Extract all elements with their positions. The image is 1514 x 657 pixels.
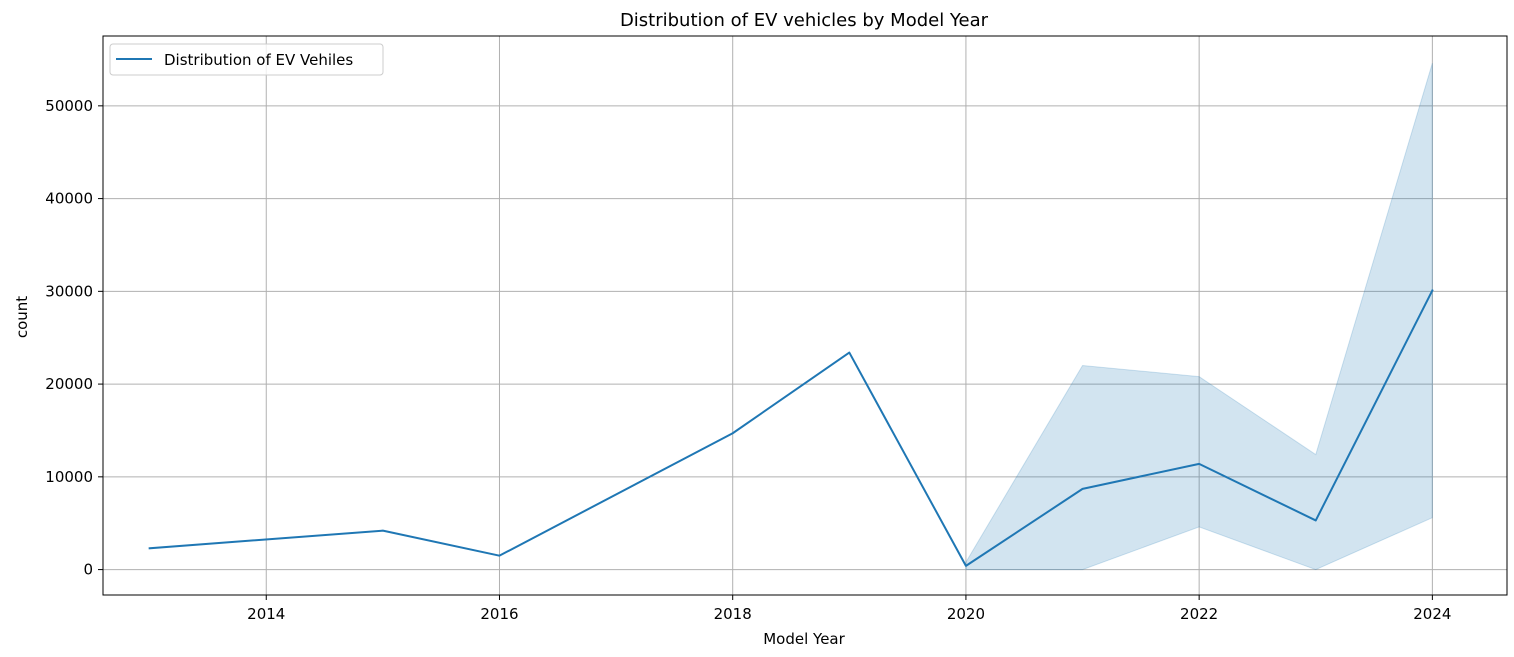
confidence-band (965, 63, 1433, 571)
legend: Distribution of EV Vehiles (109, 43, 384, 76)
tick-layer: 2014 2016 2018 2020 2022 2024 0 10000 20000 30000… (45, 97, 1451, 623)
y-tick-label: 20000 (45, 375, 93, 393)
data-point (1082, 488, 1084, 490)
series-line-layer (148, 289, 1434, 567)
grid-layer (103, 36, 1507, 595)
data-point (382, 530, 384, 532)
x-axis-label: Model Year (763, 630, 845, 648)
y-tick-label: 0 (83, 561, 93, 579)
plot-area-frame (102, 35, 1508, 596)
y-tick-label: 10000 (45, 468, 93, 486)
data-point (1198, 463, 1200, 465)
data-point (149, 547, 151, 549)
data-point (965, 565, 967, 567)
data-point (498, 555, 500, 557)
data-point (1431, 289, 1433, 291)
data-point (732, 432, 734, 434)
x-tick-label: 2018 (714, 605, 752, 623)
x-tick-label: 2024 (1413, 605, 1451, 623)
y-tick-label: 40000 (45, 190, 93, 208)
data-point (848, 352, 850, 354)
legend-entry-label: Distribution of EV Vehiles (164, 51, 353, 69)
y-tick-label: 50000 (45, 97, 93, 115)
x-tick-label: 2014 (247, 605, 285, 623)
y-axis-label: count (13, 296, 31, 338)
x-tick-label: 2020 (947, 605, 985, 623)
confidence-band-layer (965, 63, 1433, 571)
x-tick-label: 2022 (1180, 605, 1218, 623)
x-tick-label: 2016 (480, 605, 518, 623)
y-tick-label: 30000 (45, 282, 93, 300)
legend-box (109, 43, 384, 76)
series-line (148, 289, 1434, 567)
data-point (1315, 519, 1317, 521)
chart-title: Distribution of EV vehicles by Model Yea… (620, 10, 989, 31)
